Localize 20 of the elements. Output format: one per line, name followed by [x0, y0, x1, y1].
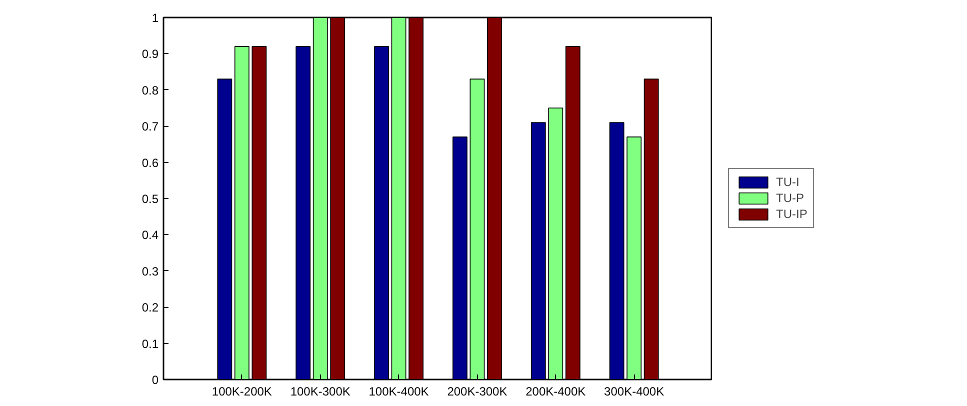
y-tick-label: 0.7 — [142, 120, 159, 134]
legend-label: TU-P — [776, 191, 804, 205]
y-tick-label: 0.3 — [142, 264, 159, 278]
y-tick-label: 0.8 — [142, 83, 159, 98]
x-tick-label: 300K-400K — [604, 384, 664, 398]
y-tick-label: 0.6 — [142, 156, 159, 170]
y-tick-label: 0.5 — [142, 192, 159, 206]
y-tick-label: 0.9 — [142, 47, 159, 62]
x-tick-label: 200K-300K — [447, 384, 508, 398]
y-tick-label: 1 — [152, 11, 159, 25]
x-tick-label: 100K-400K — [368, 384, 429, 398]
y-tick-label: 0.2 — [142, 300, 159, 315]
legend-label: TU-I — [776, 175, 800, 189]
y-tick-label: 0.4 — [142, 228, 159, 242]
x-tick-label: 100K-300K — [290, 384, 350, 398]
y-tick-label: 0 — [152, 373, 159, 387]
legend-label: TU-IP — [776, 207, 808, 221]
x-tick-label: 200K-400K — [526, 384, 586, 398]
x-tick-label: 100K-200K — [212, 384, 272, 398]
y-tick-label: 0.1 — [142, 336, 159, 351]
